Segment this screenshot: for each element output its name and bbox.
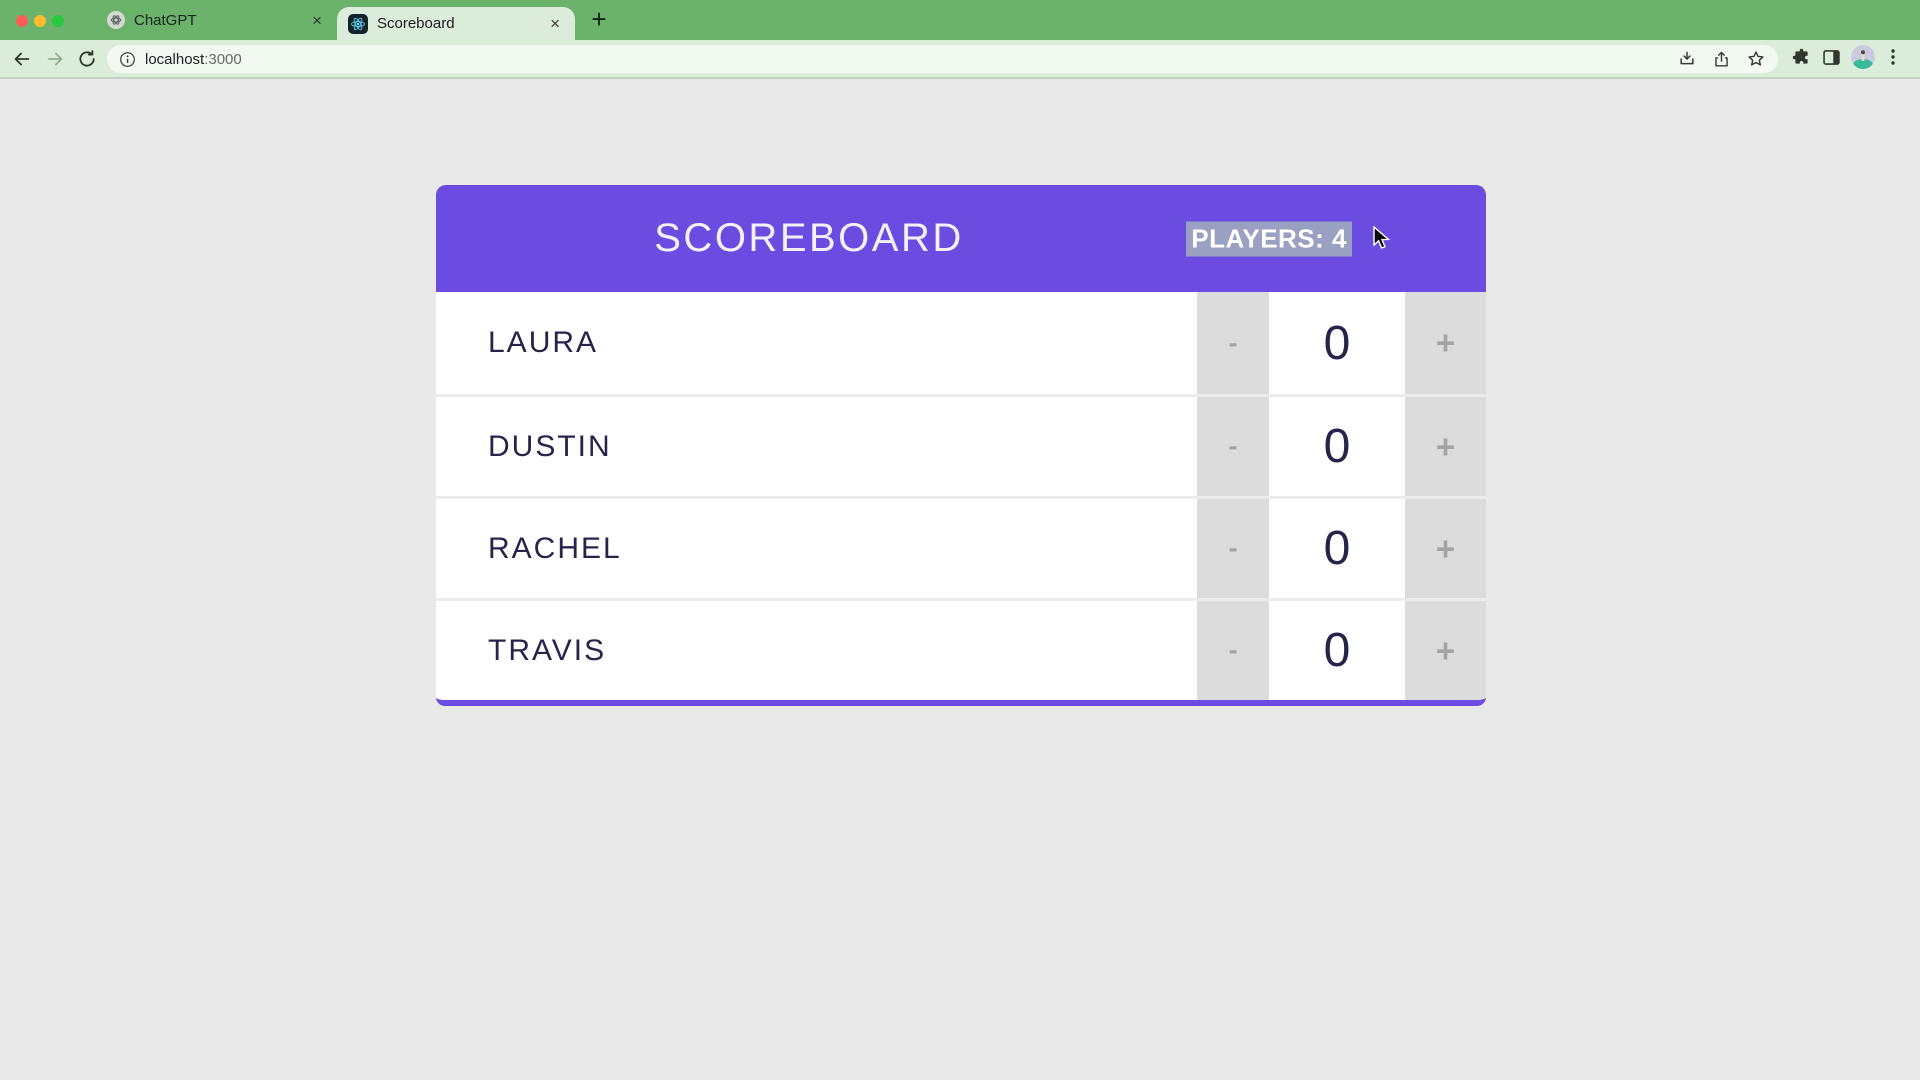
extensions-puzzle-icon[interactable] [1791,47,1812,68]
player-name: TRAVIS [436,601,1197,700]
bookmark-star-icon[interactable] [1746,49,1766,69]
decrement-score-button[interactable]: - [1197,292,1269,394]
reload-icon[interactable] [73,45,101,73]
page-title: SCOREBOARD [654,216,964,260]
address-bar[interactable]: localhost:3000 [107,45,1778,73]
tab-chatgpt[interactable]: ChatGPT × [96,0,337,40]
player-row: LAURA -0 + [436,292,1486,394]
profile-avatar[interactable] [1851,45,1875,69]
window-controls [16,15,64,27]
player-row: DUSTIN -0 + [436,394,1486,496]
tab-title: ChatGPT [134,11,197,29]
scoreboard-card: SCOREBOARD PLAYERS: 4 LAURA -0 + DUSTIN -0 + R… [436,185,1486,706]
player-row: TRAVIS -0 + [436,598,1486,700]
tab-title: Scoreboard [377,15,455,32]
increment-score-button[interactable]: + [1405,292,1486,394]
decrement-score-button[interactable]: - [1197,499,1269,598]
react-icon [348,13,368,34]
url-host: localhost [145,50,205,68]
player-name: DUSTIN [436,397,1197,496]
window-zoom-button[interactable] [52,15,64,27]
page-viewport: SCOREBOARD PLAYERS: 4 LAURA -0 + DUSTIN -0 + R… [0,81,1920,1080]
player-name: RACHEL [436,499,1197,598]
side-panel-icon[interactable] [1821,47,1842,68]
download-icon[interactable] [1677,49,1697,69]
back-icon[interactable] [8,45,36,73]
forward-icon [41,45,69,73]
share-icon[interactable] [1712,50,1731,69]
info-icon[interactable] [119,51,136,68]
player-score: 0 [1269,397,1405,496]
openai-icon [107,11,125,29]
window-close-button[interactable] [16,15,28,27]
player-score: 0 [1269,292,1405,394]
increment-score-button[interactable]: + [1405,499,1486,598]
close-tab-icon[interactable]: × [550,14,560,33]
increment-score-button[interactable]: + [1405,397,1486,496]
player-score: 0 [1269,499,1405,598]
close-tab-icon[interactable]: × [312,10,322,30]
player-row: RACHEL -0 + [436,496,1486,598]
increment-score-button[interactable]: + [1405,601,1486,700]
players-count-label: PLAYERS: 4 [1186,221,1352,256]
player-score: 0 [1269,601,1405,700]
url-port: :3000 [204,50,242,68]
decrement-score-button[interactable]: - [1197,601,1269,700]
decrement-score-button[interactable]: - [1197,397,1269,496]
player-rows: LAURA -0 + DUSTIN -0 + RACHEL -0 + TRAVIS -0 + [436,292,1486,700]
new-tab-button[interactable]: + [591,4,607,34]
window-minimize-button[interactable] [34,15,46,27]
scoreboard-header: SCOREBOARD PLAYERS: 4 [436,185,1486,292]
tab-scoreboard-active[interactable]: Scoreboard × [337,7,575,40]
tab-strip: ChatGPT × Scoreboard × + [0,0,1920,40]
player-name: LAURA [436,292,1197,394]
url-text[interactable]: localhost:3000 [145,51,242,68]
menu-dots-icon[interactable] [1884,47,1902,67]
